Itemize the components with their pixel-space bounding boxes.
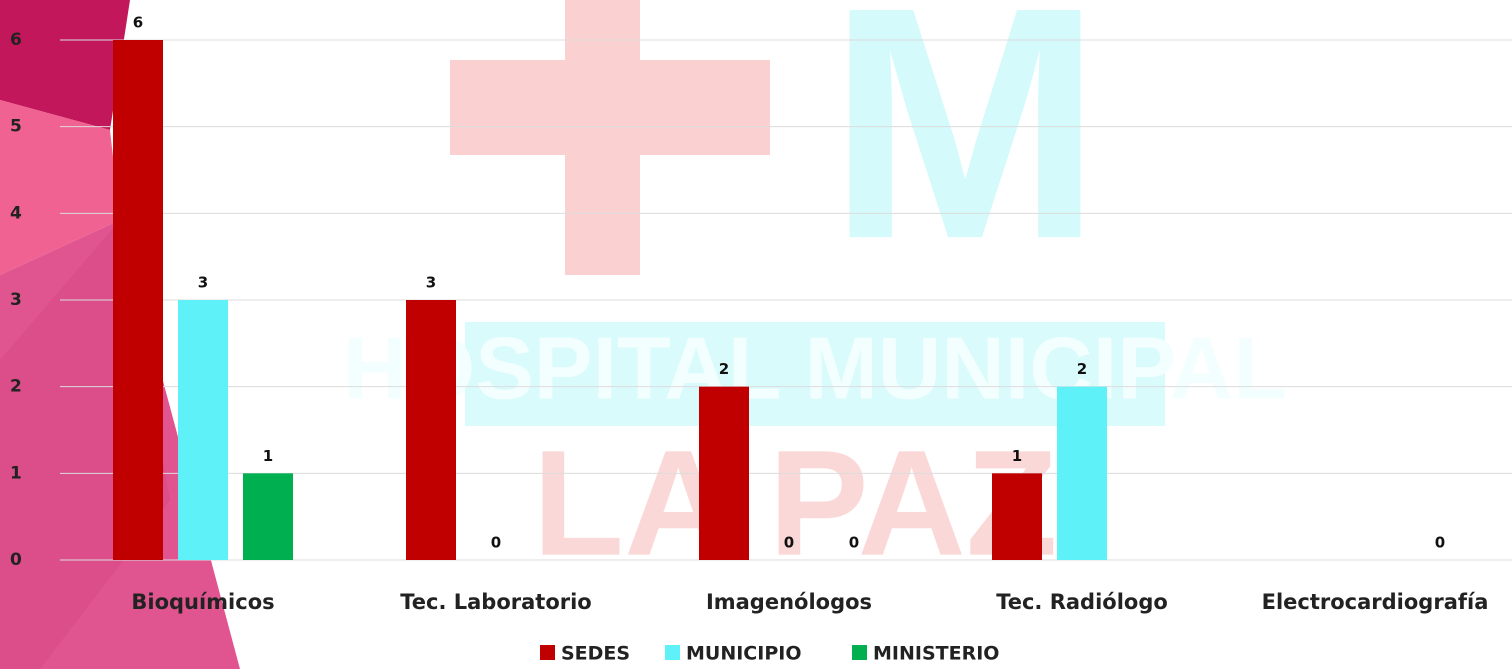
x-tick-label: Electrocardiografía xyxy=(1262,590,1489,614)
value-label: 1 xyxy=(1012,447,1022,465)
bar xyxy=(178,300,228,560)
x-tick-label: Tec. Laboratorio xyxy=(400,590,592,614)
x-tick-label: Tec. Radiólogo xyxy=(996,590,1168,614)
legend-label: SEDES xyxy=(561,643,630,665)
y-tick-label: 3 xyxy=(10,290,22,310)
value-label: 3 xyxy=(198,274,208,292)
value-label: 2 xyxy=(1077,360,1087,378)
bar xyxy=(992,473,1042,560)
y-tick-label: 1 xyxy=(10,463,22,483)
legend-label: MUNICIPIO xyxy=(686,643,801,665)
legend-swatch xyxy=(852,645,867,660)
y-tick-label: 4 xyxy=(10,203,22,223)
bar xyxy=(1057,386,1107,560)
value-label: 3 xyxy=(426,274,436,292)
legend-swatch xyxy=(540,645,555,660)
watermark: LA PAZ xyxy=(533,419,1058,587)
x-tick-label: Imagenólogos xyxy=(706,590,872,614)
y-tick-label: 6 xyxy=(10,30,22,50)
watermark: M xyxy=(828,0,1103,307)
value-label: 2 xyxy=(719,360,729,378)
bar xyxy=(406,300,456,560)
bar xyxy=(113,40,163,560)
value-label: 0 xyxy=(491,534,501,552)
x-tick-label: Bioquímicos xyxy=(131,590,274,614)
value-label: 0 xyxy=(784,534,794,552)
y-tick-label: 0 xyxy=(10,550,22,570)
y-tick-label: 5 xyxy=(10,117,22,137)
value-label: 1 xyxy=(263,447,273,465)
watermark: HOSPITAL MUNICIPAL xyxy=(343,318,1287,417)
value-label: 0 xyxy=(1435,534,1445,552)
bar xyxy=(699,386,749,560)
legend-swatch xyxy=(665,645,680,660)
value-label: 0 xyxy=(849,534,859,552)
bar xyxy=(243,473,293,560)
y-tick-label: 2 xyxy=(10,377,22,397)
value-label: 6 xyxy=(133,14,143,32)
legend-label: MINISTERIO xyxy=(873,643,999,665)
